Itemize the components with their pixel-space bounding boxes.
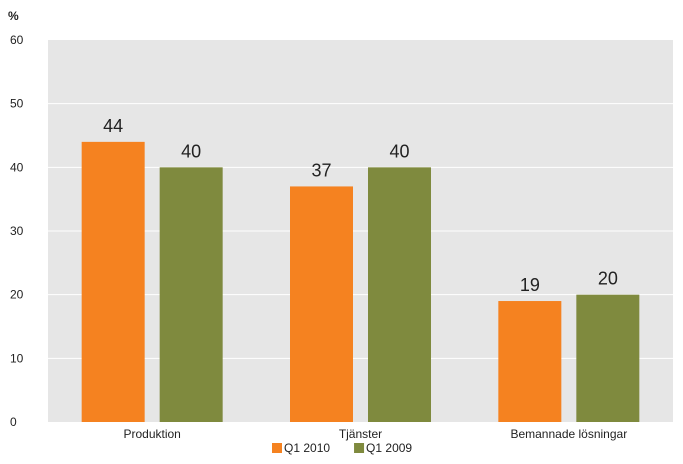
bar — [81, 141, 145, 422]
y-tick-label: 10 — [10, 351, 24, 365]
data-label: 20 — [598, 269, 618, 289]
legend-swatch — [354, 443, 365, 453]
bar — [368, 167, 431, 422]
y-tick-label: 0 — [10, 415, 17, 429]
x-tick-label: Bemannade lösningar — [510, 427, 627, 441]
bars: 44 40 37 40 19 20 — [81, 116, 640, 422]
data-label: 19 — [520, 275, 540, 295]
y-tick-label: 20 — [10, 288, 24, 302]
legend: Q1 2010 Q1 2009 — [272, 441, 412, 455]
x-tick-label: Produktion — [123, 427, 180, 441]
x-axis: Produktion Tjänster Bemannade lösningar — [123, 427, 627, 441]
x-tick-label: Tjänster — [339, 427, 382, 441]
bar — [498, 301, 562, 422]
gridlines — [48, 103, 673, 359]
bar — [159, 167, 223, 422]
y-tick-label: 40 — [10, 160, 24, 174]
y-tick-label: 30 — [10, 224, 24, 238]
y-tick-label: 60 — [10, 33, 24, 47]
data-label: 40 — [389, 141, 409, 161]
data-label: 44 — [103, 116, 123, 136]
legend-label: Q1 2009 — [366, 441, 412, 455]
legend-label: Q1 2010 — [284, 441, 330, 455]
data-label: 40 — [181, 141, 201, 161]
y-unit-label: % — [8, 9, 19, 23]
y-tick-label: 50 — [10, 97, 24, 111]
data-label: 37 — [311, 160, 331, 180]
y-axis: 0 10 20 30 40 50 60 — [10, 33, 24, 429]
bar — [290, 186, 353, 422]
bar — [576, 294, 640, 422]
legend-swatch — [272, 443, 282, 453]
